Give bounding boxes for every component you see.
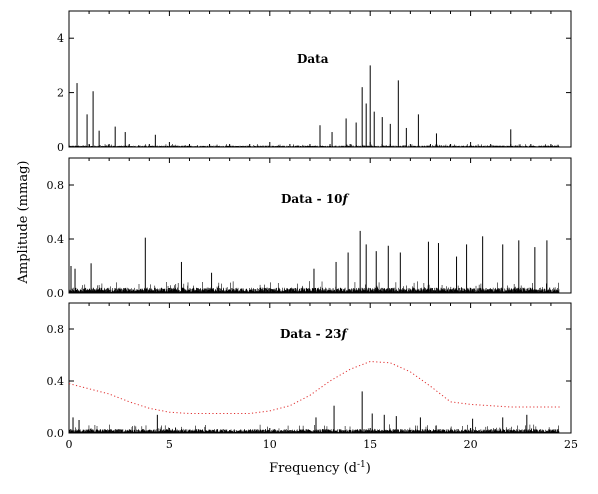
noise-floor: [68, 424, 560, 433]
x-tick-label: 0: [66, 438, 73, 451]
y-tick-label: 0.4: [47, 375, 65, 388]
panel-2-spectrum: [68, 230, 560, 293]
panel-3-ticks: 0.0 0.4 0.8: [47, 303, 572, 440]
x-tick-label: 5: [166, 438, 173, 451]
panel-data-minus-23f: 0.0 0.4 0.8 Data - 23f: [47, 302, 572, 440]
y-tick-label: 4: [57, 32, 64, 45]
y-tick-label: 2: [57, 87, 64, 100]
panel-1-title: Data: [297, 52, 329, 66]
panel-2-frame: [68, 157, 572, 294]
x-tick-label: 20: [464, 438, 478, 451]
y-tick-label: 0.0: [47, 427, 65, 440]
panel-3-title: Data - 23f: [280, 327, 349, 341]
y-axis-label: Amplitude (mmag): [16, 161, 31, 285]
panel-3-significance-threshold: [68, 360, 561, 414]
x-tick-labels: 0 5 10 15 20 25: [66, 438, 579, 451]
y-tick-label: 0: [57, 141, 64, 154]
y-tick-label: 0.8: [47, 179, 65, 192]
panel-3-spectrum: [68, 391, 560, 433]
panel-1-spectrum: [68, 65, 560, 147]
significance-threshold-curve: [68, 360, 561, 414]
panel-3-frame: [68, 302, 572, 434]
y-tick-label: 0.0: [47, 287, 65, 300]
y-tick-label: 0.4: [47, 233, 65, 246]
panel-data: 0 2 4 Data: [57, 10, 572, 154]
panel-2-title: Data - 10f: [281, 192, 350, 206]
panel-data-minus-10f: 0.0 0.4 0.8 Data - 10f: [47, 157, 572, 300]
panel-1-ticks: 0 2 4: [57, 11, 572, 154]
y-tick-label: 0.8: [47, 323, 65, 336]
x-axis-label: Frequency (d-1): [269, 460, 371, 476]
noise-floor: [68, 144, 560, 147]
x-tick-label: 10: [263, 438, 277, 451]
x-tick-label: 25: [564, 438, 578, 451]
panel-2-ticks: 0.0 0.4 0.8: [47, 158, 572, 300]
x-tick-label: 15: [363, 438, 377, 451]
